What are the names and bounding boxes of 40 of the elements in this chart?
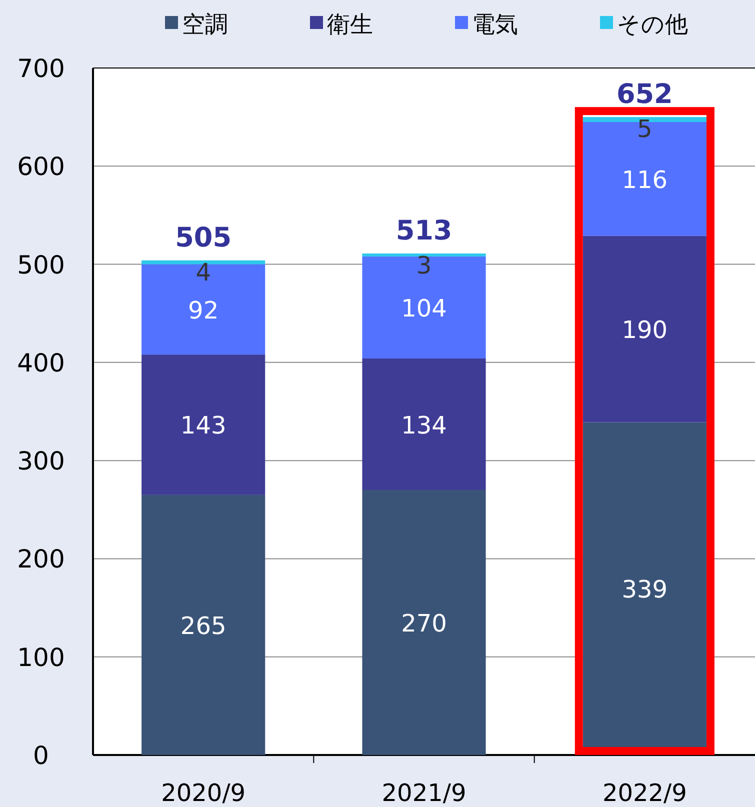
legend-label: 電気 bbox=[472, 12, 518, 38]
bar bbox=[142, 260, 266, 264]
data-label: 4 bbox=[196, 258, 211, 286]
bar bbox=[142, 354, 266, 495]
y-tick-label: 100 bbox=[17, 642, 65, 672]
legend-label: その他 bbox=[617, 12, 688, 38]
total-label: 505 bbox=[175, 222, 232, 254]
data-label: 92 bbox=[188, 296, 219, 324]
data-label: 134 bbox=[401, 411, 447, 440]
bar bbox=[362, 256, 486, 359]
bar bbox=[362, 490, 486, 755]
y-tick-label: 300 bbox=[17, 446, 65, 476]
data-label: 104 bbox=[401, 294, 447, 322]
y-tick-label: 600 bbox=[17, 152, 65, 182]
data-label: 143 bbox=[180, 412, 226, 440]
legend-label: 衛生 bbox=[327, 12, 373, 38]
y-tick-label: 400 bbox=[17, 348, 65, 378]
data-label: 270 bbox=[401, 610, 447, 638]
bar bbox=[582, 122, 706, 236]
total-label: 652 bbox=[616, 79, 673, 110]
bar bbox=[142, 494, 266, 755]
y-tick-label: 200 bbox=[17, 544, 65, 574]
bar bbox=[142, 264, 266, 355]
total-label: 513 bbox=[396, 215, 452, 246]
x-tick-label: 2022/9 bbox=[602, 779, 687, 807]
bar bbox=[362, 253, 486, 256]
bar bbox=[362, 358, 486, 490]
legend-label: 空調 bbox=[182, 12, 228, 38]
data-label: 116 bbox=[622, 166, 668, 194]
x-tick-label: 2021/9 bbox=[382, 779, 466, 807]
y-tick-label: 0 bbox=[33, 741, 49, 770]
data-label: 339 bbox=[622, 576, 668, 604]
data-label: 5 bbox=[637, 115, 652, 144]
bar bbox=[582, 236, 706, 422]
data-label: 3 bbox=[416, 251, 432, 280]
x-tick-label: 2020/9 bbox=[161, 779, 246, 807]
data-label: 265 bbox=[180, 612, 226, 640]
y-tick-label: 500 bbox=[17, 250, 65, 280]
y-tick-label: 700 bbox=[17, 54, 65, 83]
data-label: 190 bbox=[622, 316, 668, 344]
